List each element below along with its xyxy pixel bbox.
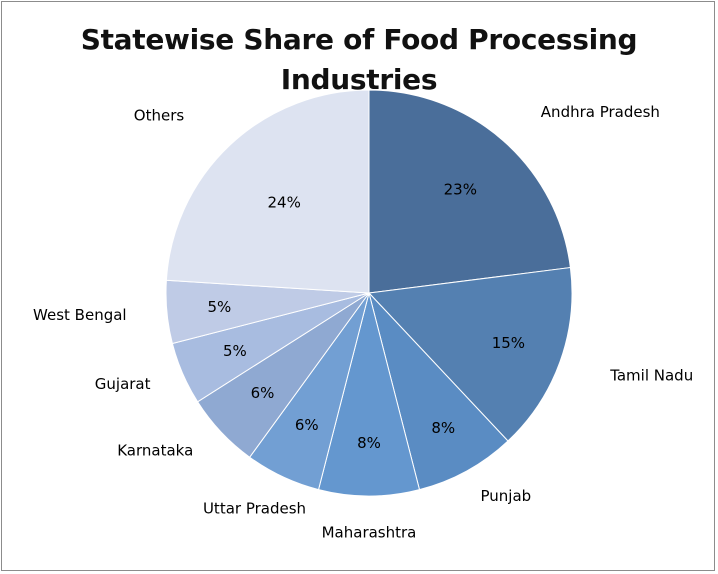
category-label: Karnataka [117, 442, 193, 460]
percent-label: 8% [431, 419, 455, 437]
percent-label: 5% [223, 342, 247, 360]
pie-slice-andhra-pradesh [368, 89, 571, 294]
pie-slice-maharashtra [317, 292, 421, 497]
pie-slice-punjab [368, 292, 509, 491]
percent-label: 8% [357, 434, 381, 452]
percent-label: 24% [268, 194, 301, 212]
category-labels: Andhra Pradesh Tamil Nadu Punjab Maharashtr… [33, 103, 693, 542]
percent-label: 23% [444, 181, 477, 199]
pie-slice-tamil-nadu [367, 267, 573, 442]
category-label: Maharashtra [322, 523, 417, 541]
category-label: Others [134, 106, 185, 124]
percent-label: 5% [208, 298, 232, 316]
pie-slice-others [165, 89, 370, 294]
category-label: Gujarat [95, 375, 151, 393]
percent-label: 6% [295, 416, 319, 434]
percent-labels: 23% 15% 8% 8% 6% 6% 5% 5% 24% [208, 181, 526, 453]
percent-label: 6% [251, 384, 275, 402]
category-label: Tamil Nadu [609, 367, 693, 385]
chart-title: Statewise Share of Food Processing Indus… [80, 23, 638, 96]
percent-label: 15% [492, 334, 525, 352]
category-label: West Bengal [33, 306, 127, 324]
category-label: Punjab [481, 487, 532, 505]
pie-slices [165, 89, 573, 497]
category-label: Andhra Pradesh [541, 103, 660, 121]
category-label: Uttar Pradesh [203, 499, 306, 517]
